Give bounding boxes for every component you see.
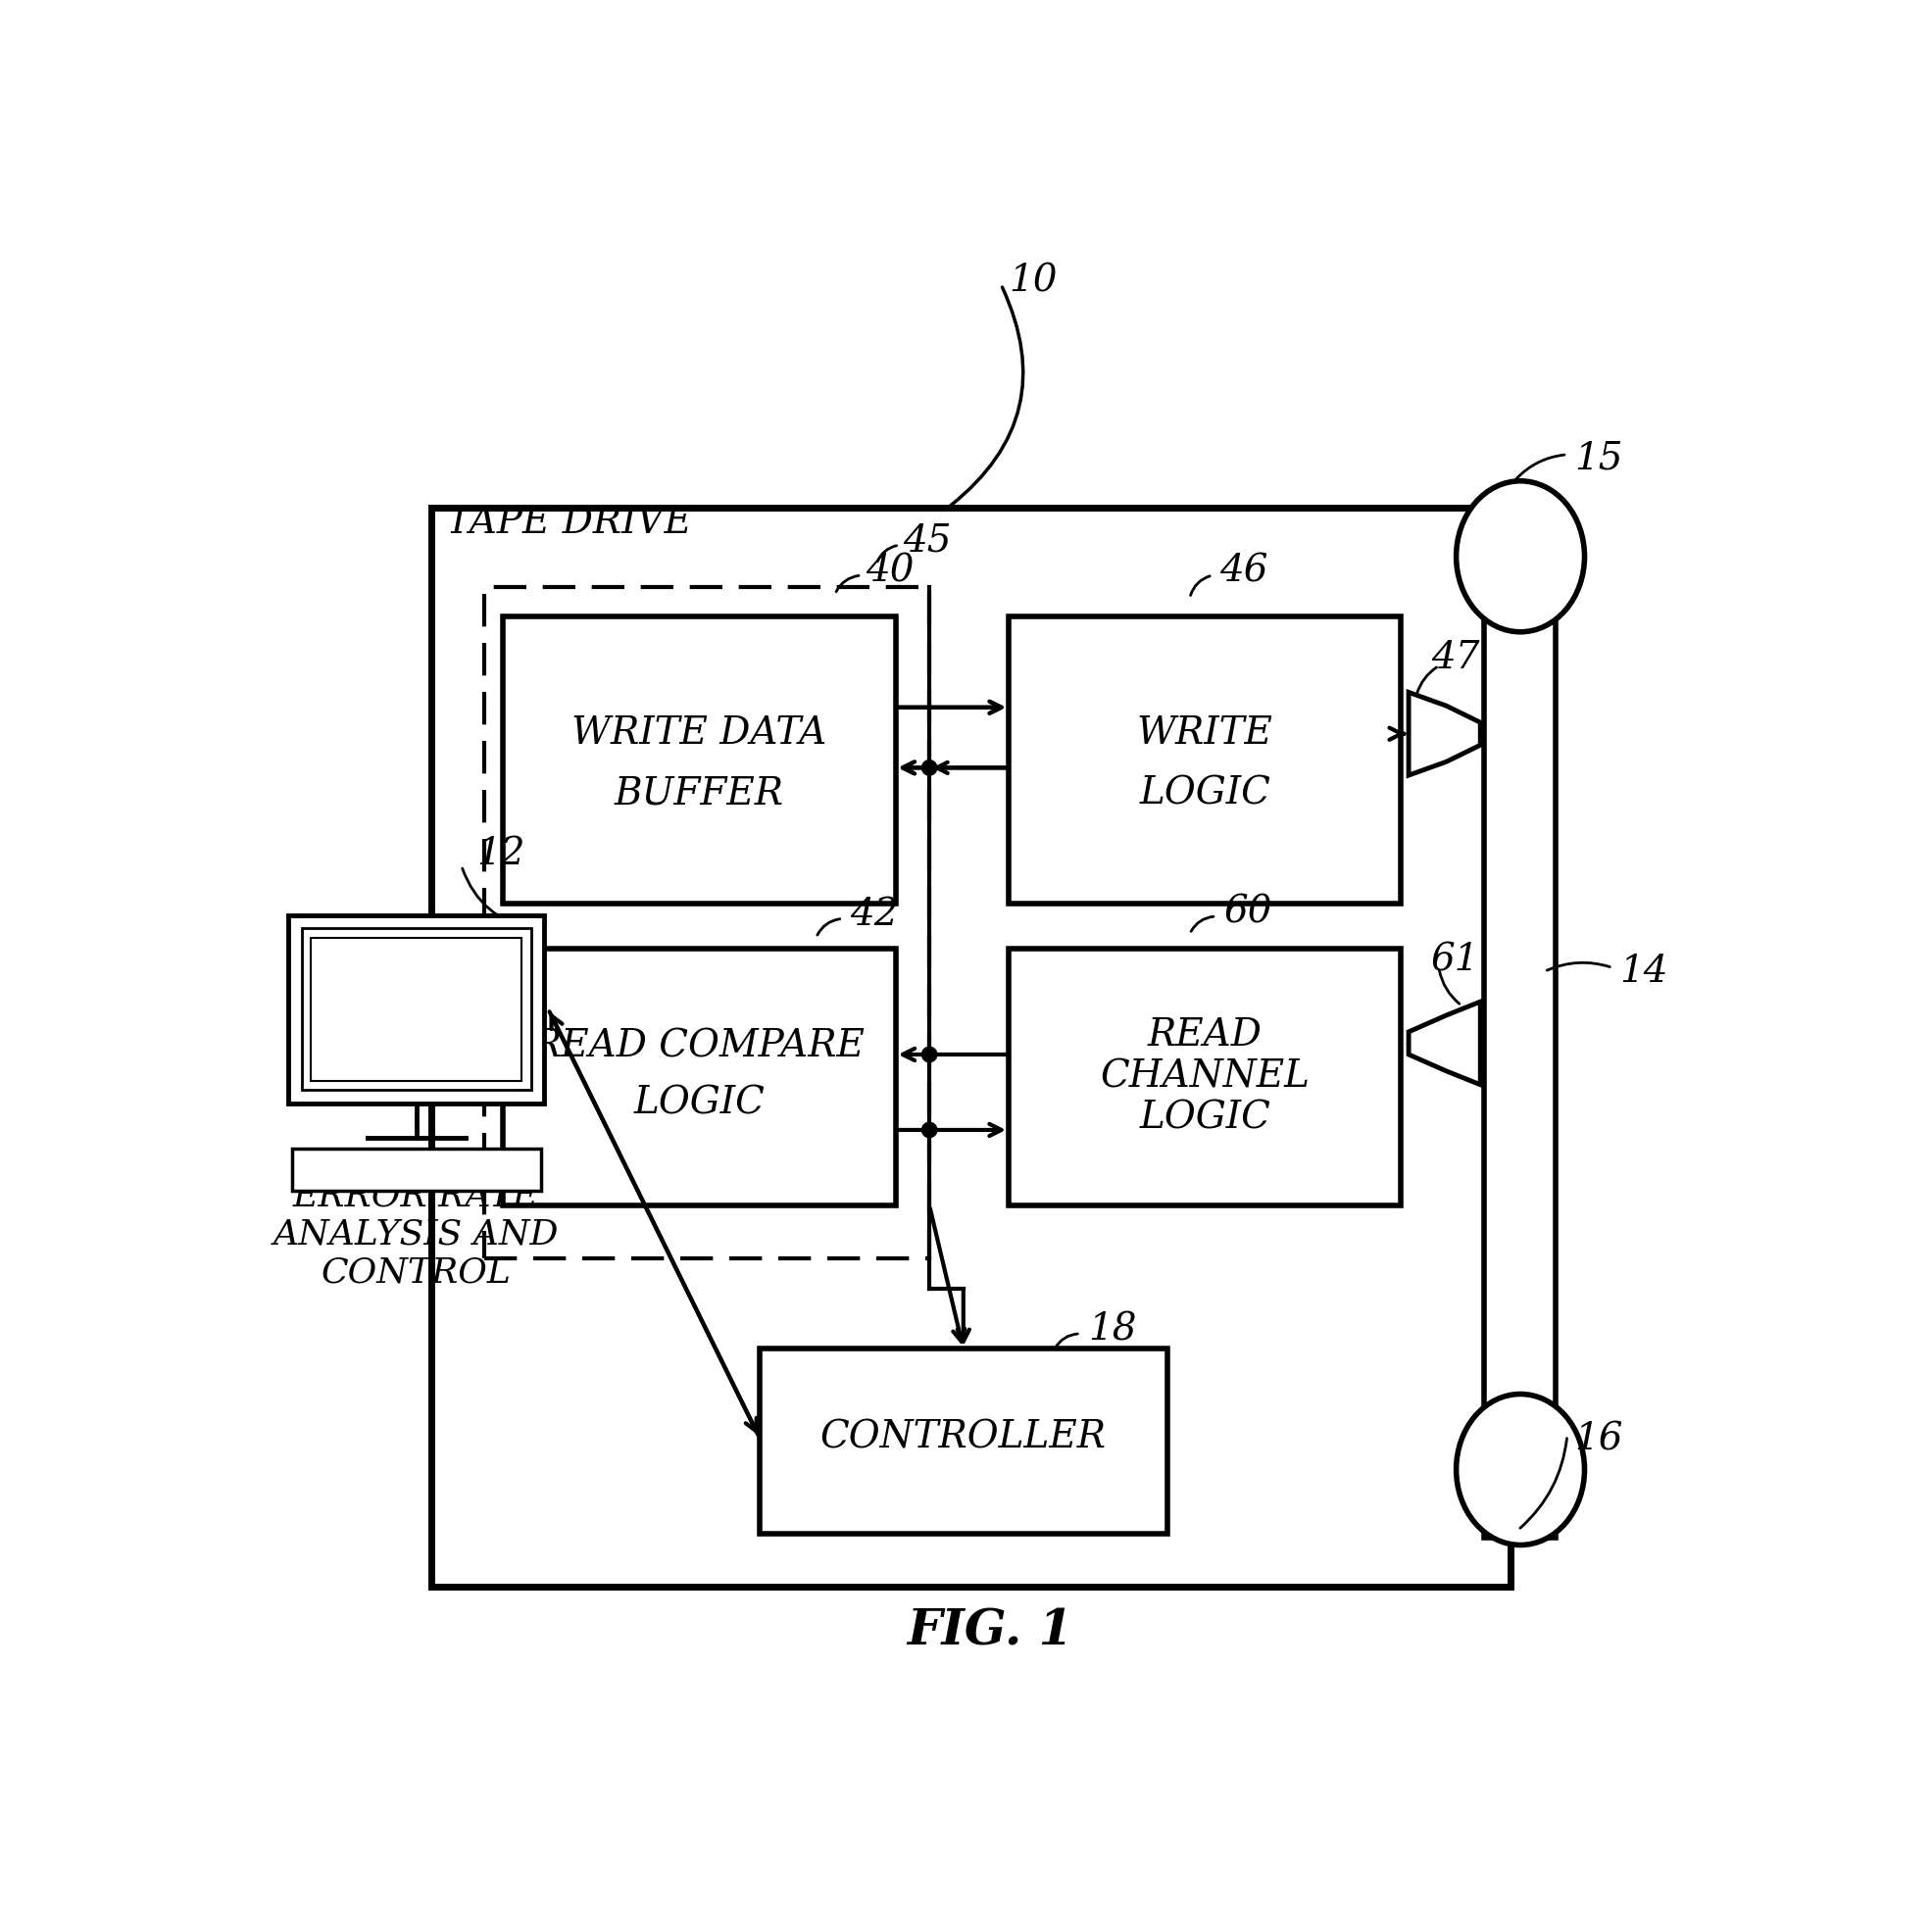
Text: 10: 10 xyxy=(1009,262,1057,299)
Text: 42: 42 xyxy=(850,898,898,932)
Bar xyxy=(1484,526,1555,1537)
Bar xyxy=(1009,949,1401,1206)
Text: 15: 15 xyxy=(1575,440,1623,477)
Text: TAPE DRIVE: TAPE DRIVE xyxy=(446,505,692,542)
Text: ERROR RATE
ANALYSIS AND
CONTROL: ERROR RATE ANALYSIS AND CONTROL xyxy=(272,1179,558,1290)
Bar xyxy=(502,949,895,1206)
Text: 18: 18 xyxy=(1088,1311,1136,1347)
Bar xyxy=(311,938,522,1081)
Text: 45: 45 xyxy=(902,523,951,559)
Text: 16: 16 xyxy=(1575,1422,1623,1457)
Circle shape xyxy=(922,1122,937,1137)
Bar xyxy=(292,1148,541,1191)
Text: LOGIC: LOGIC xyxy=(1140,775,1271,812)
Bar xyxy=(1009,616,1401,903)
Bar xyxy=(502,616,895,903)
Text: 12: 12 xyxy=(477,836,526,873)
Bar xyxy=(301,928,531,1089)
Bar xyxy=(759,1349,1167,1533)
Text: 46: 46 xyxy=(1219,553,1269,590)
Bar xyxy=(431,507,1511,1587)
Text: CHANNEL: CHANNEL xyxy=(1099,1058,1310,1095)
Text: CONTROLLER: CONTROLLER xyxy=(821,1420,1107,1457)
Text: 40: 40 xyxy=(866,553,914,590)
Text: BUFFER: BUFFER xyxy=(614,775,784,812)
Text: 60: 60 xyxy=(1223,894,1273,930)
Text: 47: 47 xyxy=(1432,639,1480,676)
Ellipse shape xyxy=(1457,480,1584,632)
Text: WRITE DATA: WRITE DATA xyxy=(572,716,827,752)
Text: LOGIC: LOGIC xyxy=(1140,1101,1271,1137)
Polygon shape xyxy=(1408,693,1480,775)
Circle shape xyxy=(922,1047,937,1062)
Ellipse shape xyxy=(1457,1393,1584,1545)
Text: READ COMPARE: READ COMPARE xyxy=(533,1030,866,1064)
Text: 61: 61 xyxy=(1432,942,1480,978)
Bar xyxy=(288,915,545,1104)
Polygon shape xyxy=(1408,1001,1480,1085)
Text: FIG. 1: FIG. 1 xyxy=(906,1608,1072,1656)
Text: WRITE: WRITE xyxy=(1136,716,1273,752)
Text: LOGIC: LOGIC xyxy=(634,1085,765,1122)
Circle shape xyxy=(922,760,937,775)
Bar xyxy=(485,586,929,1257)
Text: READ: READ xyxy=(1148,1018,1262,1055)
Text: 14: 14 xyxy=(1621,953,1669,990)
